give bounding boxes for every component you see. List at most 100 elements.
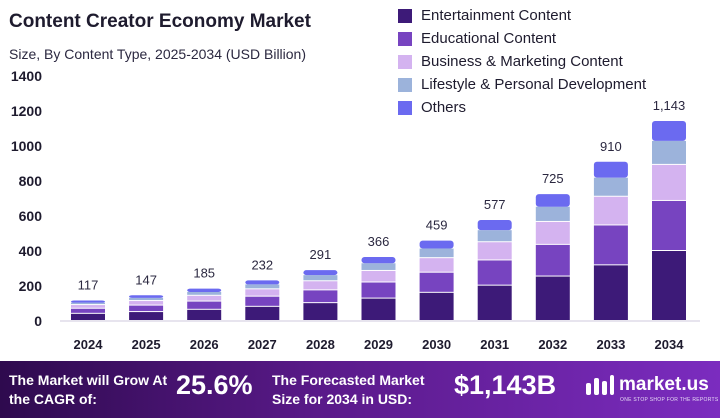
x-tick-label: 2033 <box>596 337 625 352</box>
bar-segment <box>245 289 280 296</box>
chart-subtitle: Size, By Content Type, 2025-2034 (USD Bi… <box>9 46 307 62</box>
bar-total-label: 725 <box>542 171 564 186</box>
bar-total-label: 291 <box>310 247 332 262</box>
bar-total-label: 577 <box>484 197 506 212</box>
y-tick-label: 1000 <box>11 138 42 154</box>
bar-segment <box>419 258 454 272</box>
bar-total-label: 459 <box>426 218 448 233</box>
bar-total-label: 1,143 <box>653 98 686 113</box>
bar-segment <box>593 225 628 265</box>
bar-segment <box>129 297 164 301</box>
y-tick-label: 200 <box>19 278 43 294</box>
chart-title: Content Creator Economy Market <box>9 11 311 32</box>
bar-segment <box>187 301 222 309</box>
x-tick-label: 2025 <box>132 337 161 352</box>
bar-segment <box>71 308 105 313</box>
bar-segment <box>652 120 686 141</box>
bar-segment <box>71 313 105 320</box>
bar-segment <box>419 248 454 258</box>
legend-item: Lifestyle & Personal Development <box>398 73 646 96</box>
bar-total-label: 366 <box>368 234 390 249</box>
bar-segment <box>303 281 338 290</box>
bar-segment <box>361 263 396 270</box>
bar-segment <box>419 292 454 320</box>
legend-label: Educational Content <box>421 30 557 47</box>
x-tick-label: 2031 <box>480 337 509 352</box>
legend-label: Lifestyle & Personal Development <box>421 76 647 93</box>
y-tick-label: 600 <box>19 208 43 224</box>
bar-segment <box>652 140 686 164</box>
bar-segment <box>535 221 570 244</box>
legend-label: Entertainment Content <box>421 7 572 24</box>
legend-item: Entertainment Content <box>398 4 646 27</box>
bar-segment <box>129 301 164 305</box>
bar-segment <box>652 164 686 200</box>
stacked-bar-chart: 0 200 400 600 800 1000 1200 1400 117 2024 147 2025 1… <box>11 68 700 352</box>
legend-label: Business & Marketing Content <box>421 53 623 70</box>
y-tick-label: 1400 <box>11 68 42 84</box>
bar-segment <box>593 265 628 320</box>
bar-segment <box>187 291 222 295</box>
bar-segment <box>361 270 396 282</box>
cagr-value: 25.6% <box>176 370 253 400</box>
bar-segment <box>593 177 628 196</box>
bar-segment <box>361 256 396 264</box>
bar-segment <box>187 288 222 292</box>
bar-segment <box>593 161 628 178</box>
brand-logo[interactable]: market.us <box>585 373 709 397</box>
bar-segment <box>303 290 338 303</box>
legend-swatch <box>398 77 412 92</box>
legend-swatch <box>398 54 412 69</box>
legend-swatch <box>398 31 412 46</box>
brand-name: market.us <box>619 374 709 395</box>
x-tick-label: 2034 <box>655 337 685 352</box>
bar-segment <box>477 260 512 285</box>
bar-segment <box>535 194 570 207</box>
bar-segment <box>477 220 512 231</box>
legend-label: Others <box>421 99 467 116</box>
chart-legend: Entertainment Content Educational Content… <box>398 4 646 119</box>
bar-total-label: 185 <box>193 266 215 281</box>
bar-segment <box>303 275 338 281</box>
bar-segment <box>245 306 280 320</box>
bar-segment <box>187 295 222 301</box>
legend-swatch <box>398 8 412 23</box>
bar-segment <box>477 230 512 242</box>
x-tick-label: 2032 <box>538 337 567 352</box>
bar-segment <box>129 312 164 320</box>
footer-banner: The Market will Grow At the CAGR of: 25.… <box>0 361 720 418</box>
bar-segment <box>71 302 105 305</box>
market-us-logo-icon <box>586 375 614 395</box>
bar-segment <box>303 270 338 276</box>
bar-segment <box>303 303 338 320</box>
forecast-label: The Forecasted Market Size for 2034 in U… <box>272 372 425 407</box>
bar-segment <box>71 300 105 303</box>
bar-segment <box>245 280 280 285</box>
bar-segment <box>593 196 628 225</box>
legend-swatch <box>398 100 412 115</box>
bar-segment <box>245 296 280 306</box>
brand-tagline: ONE STOP SHOP FOR THE REPORTS <box>620 397 719 403</box>
bar-segment <box>419 240 454 249</box>
bar-segment <box>535 276 570 320</box>
x-tick-label: 2030 <box>422 337 451 352</box>
bar-segment <box>129 305 164 312</box>
bar-segment <box>361 282 396 298</box>
y-tick-label: 1200 <box>11 103 42 119</box>
bar-segment <box>245 284 280 289</box>
bar-segment <box>129 295 164 298</box>
y-tick-label: 800 <box>19 173 43 189</box>
bar-segment <box>361 298 396 320</box>
bar-total-label: 147 <box>135 272 157 287</box>
x-tick-label: 2027 <box>248 337 277 352</box>
y-tick-label: 0 <box>34 313 42 329</box>
y-tick-label: 400 <box>19 243 43 259</box>
x-tick-label: 2026 <box>190 337 219 352</box>
x-tick-label: 2029 <box>364 337 393 352</box>
bar-segment <box>71 305 105 308</box>
x-tick-label: 2028 <box>306 337 335 352</box>
bar-segment <box>419 272 454 292</box>
bar-total-label: 232 <box>251 257 273 272</box>
legend-item: Educational Content <box>398 27 646 50</box>
bar-segment <box>535 244 570 276</box>
